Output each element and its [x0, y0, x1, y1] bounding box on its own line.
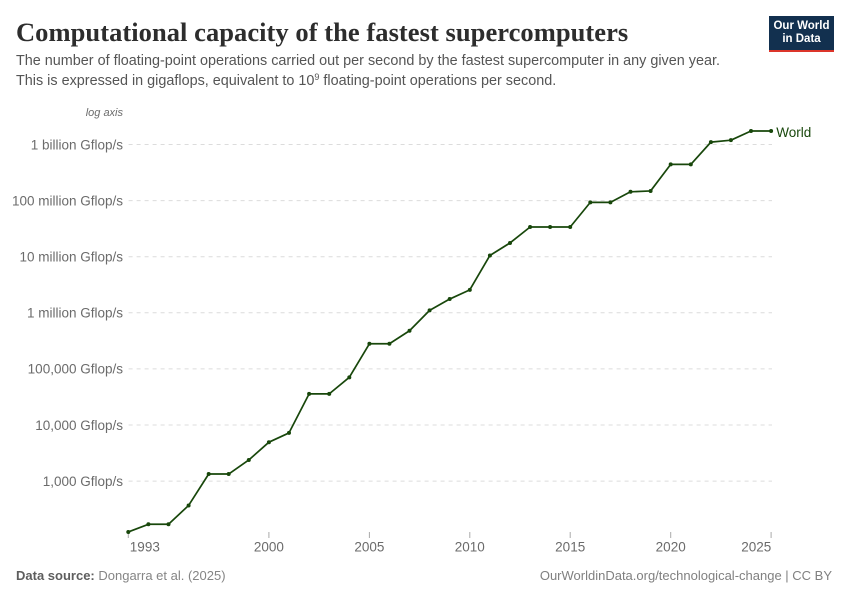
svg-text:2005: 2005	[354, 539, 384, 554]
svg-text:1,000 Gflop/s: 1,000 Gflop/s	[43, 474, 124, 489]
svg-text:World: World	[776, 125, 811, 140]
svg-text:100,000 Gflop/s: 100,000 Gflop/s	[28, 362, 124, 377]
svg-text:1993: 1993	[130, 539, 160, 554]
svg-text:2000: 2000	[254, 539, 284, 554]
svg-text:2020: 2020	[656, 539, 686, 554]
svg-text:1 billion Gflop/s: 1 billion Gflop/s	[31, 137, 124, 152]
svg-text:2025: 2025	[741, 539, 771, 554]
svg-text:1 million Gflop/s: 1 million Gflop/s	[27, 306, 123, 321]
svg-text:100 million Gflop/s: 100 million Gflop/s	[12, 193, 123, 208]
svg-text:10 million Gflop/s: 10 million Gflop/s	[19, 250, 123, 265]
svg-text:2010: 2010	[455, 539, 485, 554]
svg-text:log axis: log axis	[86, 107, 124, 119]
svg-text:10,000 Gflop/s: 10,000 Gflop/s	[35, 418, 123, 433]
svg-text:2015: 2015	[555, 539, 585, 554]
